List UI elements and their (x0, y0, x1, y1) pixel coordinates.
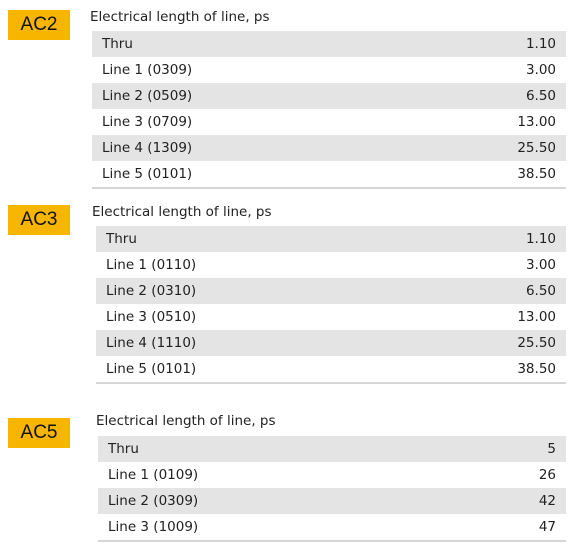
table-row: Line 2 (0509) 6.50 (92, 83, 566, 109)
table-row: Line 4 (1309) 25.50 (92, 135, 566, 161)
row-value: 42 (538, 493, 556, 509)
row-value: 25.50 (517, 140, 556, 156)
table-row: Line 1 (0309) 3.00 (92, 57, 566, 83)
section-badge: AC2 (8, 10, 70, 40)
table-row: Line 3 (0709) 13.00 (92, 109, 566, 135)
row-label: Line 4 (1110) (106, 335, 197, 351)
row-value: 5 (547, 441, 556, 457)
row-value: 38.50 (517, 166, 556, 182)
row-label: Line 5 (0101) (106, 361, 197, 377)
row-value: 3.00 (525, 257, 556, 273)
row-value: 6.50 (525, 283, 556, 299)
section-heading: Electrical length of line, ps (96, 413, 276, 429)
length-table: Thru 1.10 Line 1 (0110) 3.00 Line 2 (0310) 6.… (96, 226, 566, 384)
row-label: Line 3 (1009) (108, 519, 199, 535)
row-value: 1.10 (525, 231, 556, 247)
table-row: Line 5 (0101) 38.50 (92, 161, 566, 187)
length-table: Thru 1.10 Line 1 (0309) 3.00 Line 2 (0509) 6.… (92, 31, 566, 189)
table-row: Thru 1.10 (96, 226, 566, 252)
row-value: 6.50 (525, 88, 556, 104)
row-value: 3.00 (525, 62, 556, 78)
row-value: 25.50 (517, 335, 556, 351)
row-label: Line 3 (0709) (102, 114, 193, 130)
row-label: Line 5 (0101) (102, 166, 193, 182)
table-row: Line 4 (1110) 25.50 (96, 330, 566, 356)
table-row: Line 3 (0510) 13.00 (96, 304, 566, 330)
row-value: 47 (538, 519, 556, 535)
row-value: 13.00 (517, 114, 556, 130)
row-label: Line 4 (1309) (102, 140, 193, 156)
row-label: Line 2 (0310) (106, 283, 197, 299)
row-label: Thru (106, 231, 137, 247)
row-label: Thru (108, 441, 139, 457)
row-value: 26 (538, 467, 556, 483)
row-label: Line 1 (0109) (108, 467, 199, 483)
section-badge: AC5 (8, 418, 70, 448)
row-value: 13.00 (517, 309, 556, 325)
table-row: Line 5 (0101) 38.50 (96, 356, 566, 382)
row-value: 1.10 (525, 36, 556, 52)
section-heading: Electrical length of line, ps (92, 204, 272, 220)
table-row: Line 2 (0310) 6.50 (96, 278, 566, 304)
table-row: Thru 1.10 (92, 31, 566, 57)
row-label: Thru (102, 36, 133, 52)
table-row: Line 2 (0309) 42 (98, 488, 566, 514)
table-row: Line 3 (1009) 47 (98, 514, 566, 540)
length-table: Thru 5 Line 1 (0109) 26 Line 2 (0309) 42 Line … (98, 436, 566, 542)
section-heading: Electrical length of line, ps (90, 9, 270, 25)
row-label: Line 2 (0509) (102, 88, 193, 104)
row-label: Line 1 (0309) (102, 62, 193, 78)
table-row: Thru 5 (98, 436, 566, 462)
table-row: Line 1 (0110) 3.00 (96, 252, 566, 278)
row-label: Line 3 (0510) (106, 309, 197, 325)
row-label: Line 2 (0309) (108, 493, 199, 509)
section-badge: AC3 (8, 205, 70, 235)
row-label: Line 1 (0110) (106, 257, 197, 273)
row-value: 38.50 (517, 361, 556, 377)
table-row: Line 1 (0109) 26 (98, 462, 566, 488)
